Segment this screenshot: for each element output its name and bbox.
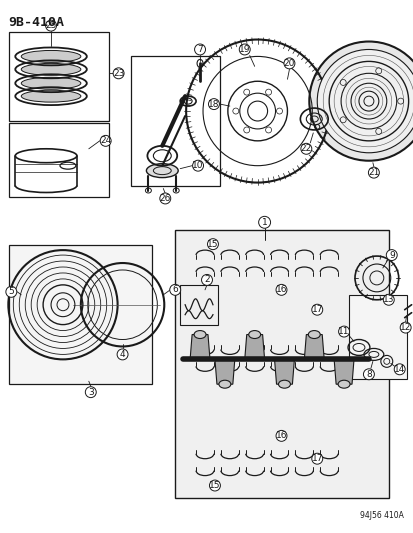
- Text: 22: 22: [300, 144, 311, 154]
- Ellipse shape: [21, 63, 81, 75]
- Polygon shape: [190, 335, 209, 359]
- Circle shape: [45, 20, 57, 31]
- Circle shape: [385, 249, 396, 261]
- Circle shape: [399, 322, 410, 333]
- Bar: [9, 123, 108, 197]
- Text: 25: 25: [45, 21, 57, 30]
- Text: 21: 21: [367, 168, 379, 177]
- Text: 24: 24: [100, 136, 111, 146]
- Text: 4: 4: [119, 350, 125, 359]
- Circle shape: [194, 44, 205, 55]
- Circle shape: [258, 216, 270, 228]
- Circle shape: [159, 193, 170, 204]
- Circle shape: [208, 99, 219, 110]
- Circle shape: [275, 285, 286, 295]
- Circle shape: [100, 135, 111, 147]
- Circle shape: [209, 480, 220, 491]
- Text: 94J56 410A: 94J56 410A: [359, 511, 403, 520]
- Circle shape: [275, 430, 286, 441]
- Text: 15: 15: [209, 481, 220, 490]
- Circle shape: [207, 239, 218, 249]
- Circle shape: [309, 42, 413, 161]
- Polygon shape: [274, 359, 294, 384]
- Text: 26: 26: [159, 194, 171, 203]
- Ellipse shape: [21, 90, 81, 102]
- Circle shape: [201, 274, 212, 285]
- Circle shape: [363, 369, 373, 379]
- Text: 18: 18: [208, 100, 219, 109]
- Text: 16: 16: [275, 431, 287, 440]
- Ellipse shape: [248, 330, 260, 338]
- Text: 6: 6: [172, 285, 178, 294]
- Polygon shape: [304, 335, 323, 359]
- Circle shape: [368, 167, 378, 178]
- Circle shape: [300, 143, 311, 154]
- Text: 3: 3: [88, 387, 93, 397]
- Text: 2: 2: [204, 276, 209, 285]
- Text: 8: 8: [365, 370, 371, 379]
- Polygon shape: [244, 335, 264, 359]
- Text: 20: 20: [283, 59, 294, 68]
- Circle shape: [113, 68, 124, 79]
- Ellipse shape: [21, 77, 81, 89]
- Ellipse shape: [21, 51, 81, 62]
- Polygon shape: [333, 359, 353, 384]
- Ellipse shape: [308, 330, 320, 338]
- Circle shape: [6, 286, 17, 297]
- Ellipse shape: [218, 380, 230, 388]
- Circle shape: [311, 304, 322, 315]
- Ellipse shape: [146, 164, 178, 177]
- Circle shape: [169, 285, 180, 295]
- Bar: [9, 31, 108, 121]
- Ellipse shape: [194, 330, 206, 338]
- Circle shape: [338, 326, 349, 337]
- Bar: [180, 285, 217, 325]
- Text: 7: 7: [197, 45, 202, 54]
- Circle shape: [117, 349, 128, 360]
- Polygon shape: [175, 230, 388, 498]
- Text: 5: 5: [8, 287, 14, 296]
- Circle shape: [316, 50, 413, 153]
- Polygon shape: [348, 295, 406, 379]
- Text: 17: 17: [311, 454, 322, 463]
- Bar: [130, 56, 219, 185]
- Text: 11: 11: [337, 327, 349, 336]
- Text: 15: 15: [207, 240, 218, 249]
- Text: 13: 13: [382, 295, 394, 304]
- Text: 14: 14: [393, 365, 404, 374]
- Polygon shape: [214, 359, 234, 384]
- Circle shape: [382, 294, 393, 305]
- Text: 12: 12: [399, 323, 411, 332]
- Circle shape: [283, 58, 294, 69]
- Text: 19: 19: [238, 45, 250, 54]
- Circle shape: [239, 44, 249, 55]
- Text: 23: 23: [113, 69, 124, 78]
- Polygon shape: [9, 245, 152, 384]
- Text: 9: 9: [388, 251, 394, 260]
- Circle shape: [393, 364, 404, 375]
- Text: 16: 16: [275, 285, 287, 294]
- Circle shape: [85, 386, 96, 398]
- Circle shape: [192, 160, 203, 171]
- Text: 17: 17: [311, 305, 322, 314]
- Text: 10: 10: [192, 161, 203, 170]
- Ellipse shape: [337, 380, 349, 388]
- Text: 9B-410A: 9B-410A: [8, 15, 64, 29]
- Circle shape: [311, 453, 322, 464]
- Ellipse shape: [278, 380, 290, 388]
- Text: 1: 1: [261, 218, 267, 227]
